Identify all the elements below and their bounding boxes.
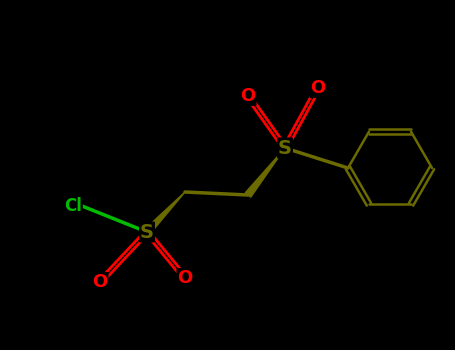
Text: O: O — [92, 273, 108, 291]
Text: S: S — [140, 223, 154, 241]
Text: O: O — [240, 87, 256, 105]
Polygon shape — [145, 192, 185, 234]
Text: O: O — [310, 79, 326, 97]
Polygon shape — [245, 148, 285, 197]
Text: Cl: Cl — [64, 197, 82, 215]
Text: S: S — [278, 139, 292, 158]
Text: O: O — [177, 269, 192, 287]
